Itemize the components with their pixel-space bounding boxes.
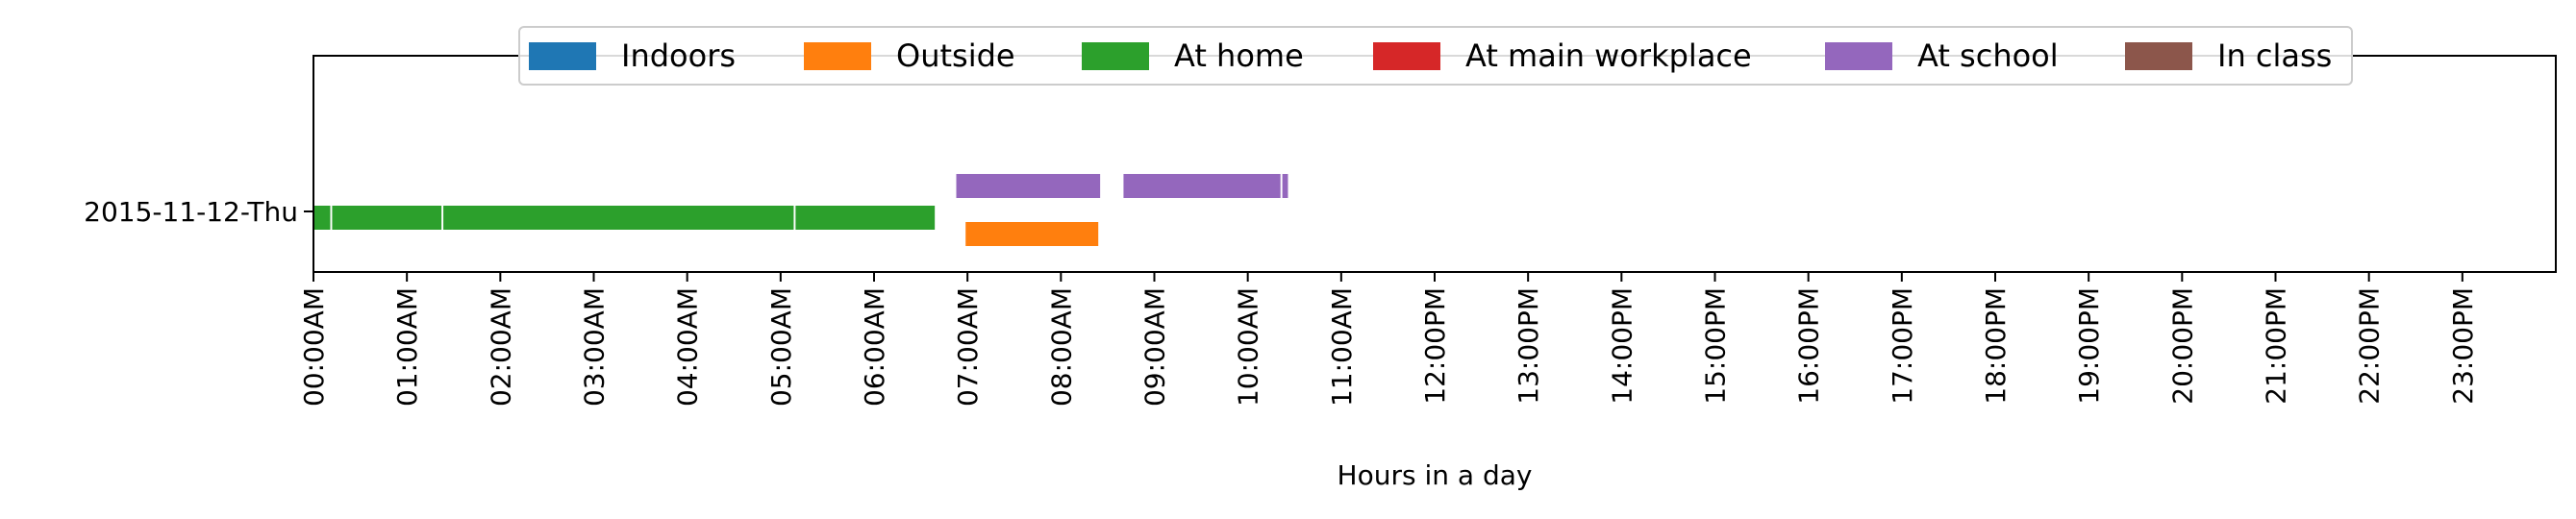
x-tick-label: 17:00PM	[1887, 287, 1918, 405]
plot-frame	[313, 55, 2557, 273]
bar-at-home	[443, 206, 794, 230]
bar-outside	[965, 222, 1099, 246]
x-axis-label: Hours in a day	[1338, 459, 1533, 491]
x-tick-label: 01:00AM	[391, 287, 423, 407]
x-tick-label: 13:00PM	[1513, 287, 1544, 405]
x-tick-label: 06:00AM	[859, 287, 890, 407]
x-tick-label: 23:00PM	[2447, 287, 2479, 405]
bar-at-school	[956, 174, 1101, 198]
x-tick-label: 08:00AM	[1045, 287, 1077, 407]
legend-swatch	[804, 42, 871, 70]
x-axis-ticks: 00:00AM 01:00AM 02:00AM 03:00AM 04:00AM 05:00…	[298, 272, 2479, 407]
legend-swatch	[2125, 42, 2192, 70]
x-tick-label: 19:00PM	[2073, 287, 2105, 405]
x-tick-label: 10:00AM	[1233, 287, 1264, 407]
x-tick-label: 04:00AM	[672, 287, 704, 407]
bar-at-home	[795, 206, 936, 230]
x-tick-label: 05:00AM	[765, 287, 797, 407]
legend-swatch	[1082, 42, 1149, 70]
legend: Indoors Outside At home At main workplace At…	[518, 26, 2353, 86]
x-tick-label: 14:00PM	[1606, 287, 1638, 405]
legend-label: At school	[1917, 37, 2059, 74]
x-tick-label: 11:00AM	[1326, 287, 1358, 407]
x-tick-label: 15:00PM	[1700, 287, 1732, 405]
bar-at-home	[332, 206, 442, 230]
legend-swatch	[1373, 42, 1440, 70]
bar-at-school	[1282, 174, 1288, 198]
x-tick-label: 21:00PM	[2261, 287, 2292, 405]
x-tick-label: 22:00PM	[2354, 287, 2386, 405]
x-tick-label: 12:00PM	[1419, 287, 1451, 405]
x-tick-label: 07:00AM	[952, 287, 984, 407]
x-tick-label: 00:00AM	[298, 287, 330, 407]
y-axis-ticks: 2015-11-12-Thu	[84, 196, 313, 228]
x-tick-label: 16:00PM	[1793, 287, 1825, 405]
legend-label: At main workplace	[1465, 37, 1752, 74]
legend-swatch	[1825, 42, 1892, 70]
x-tick-label: 09:00AM	[1139, 287, 1171, 407]
y-tick-label: 2015-11-12-Thu	[84, 196, 298, 228]
legend-label: In class	[2217, 37, 2332, 74]
legend-label: Outside	[896, 37, 1015, 74]
bar-at-school	[1123, 174, 1281, 198]
activity-bars	[313, 174, 1288, 246]
x-tick-label: 18:00PM	[1980, 287, 2012, 405]
legend-label: At home	[1174, 37, 1304, 74]
legend-label: Indoors	[621, 37, 736, 74]
x-tick-label: 03:00AM	[579, 287, 611, 407]
x-tick-label: 20:00PM	[2166, 287, 2198, 405]
x-tick-label: 02:00AM	[485, 287, 516, 407]
legend-swatch	[529, 42, 596, 70]
bar-at-home	[313, 206, 331, 230]
